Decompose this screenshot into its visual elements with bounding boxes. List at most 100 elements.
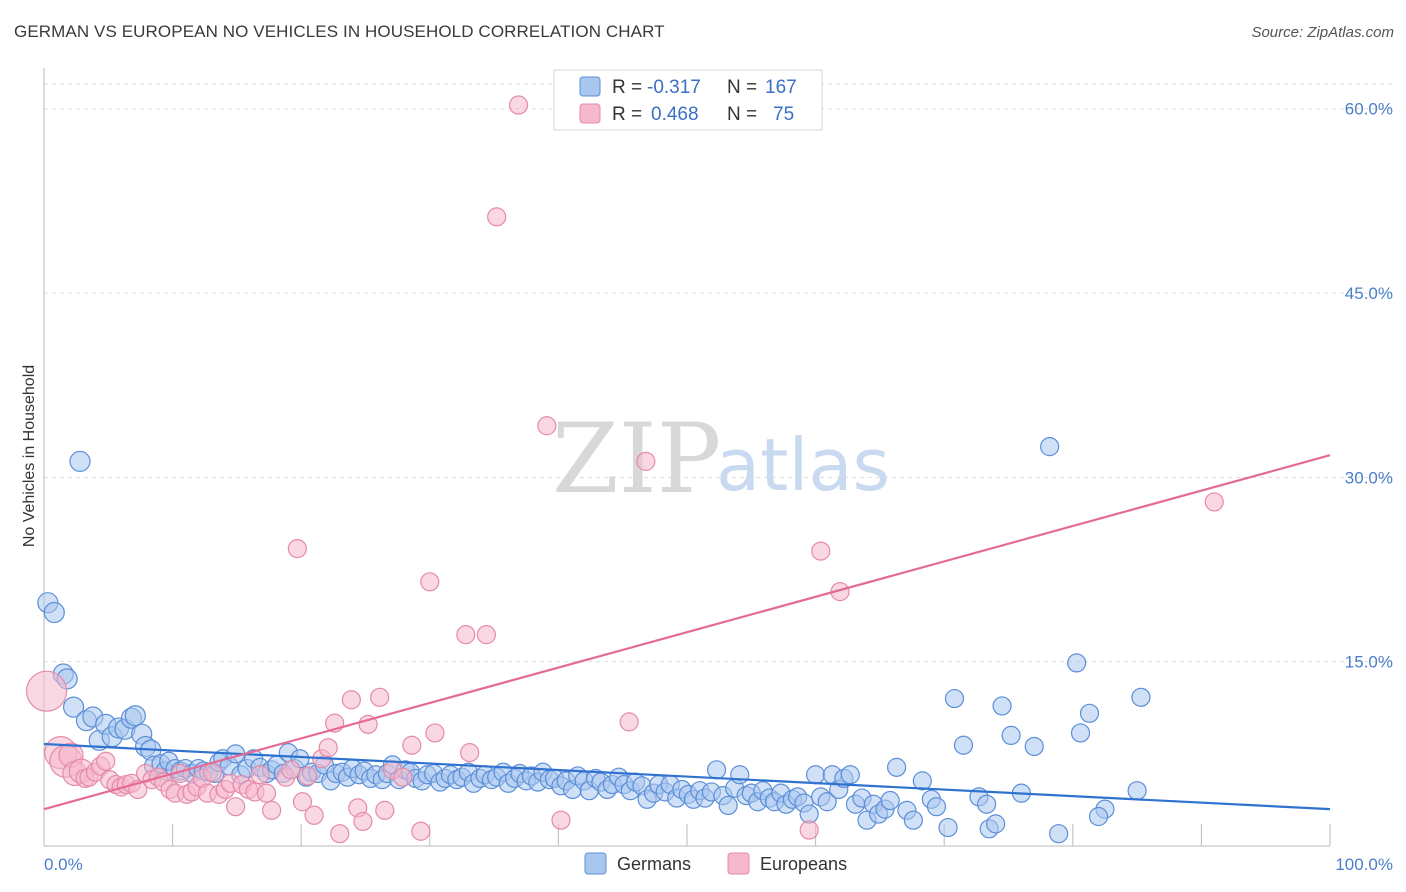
germans-point-14 bbox=[124, 705, 146, 727]
europeans-point-71 bbox=[799, 820, 819, 840]
germans-point-170 bbox=[1131, 687, 1151, 707]
europeans-point-49 bbox=[330, 824, 350, 844]
europeans-point-74 bbox=[1204, 492, 1224, 512]
y-tick-label-0: 15.0% bbox=[1345, 653, 1393, 672]
germans-point-172 bbox=[1127, 781, 1147, 801]
legend-r-value-germans: -0.317 bbox=[647, 77, 701, 98]
europeans-point-62 bbox=[456, 625, 476, 645]
europeans-point-52 bbox=[353, 811, 373, 832]
germans-point-139 bbox=[840, 765, 860, 785]
germans-point-118 bbox=[718, 795, 738, 816]
europeans-point-42 bbox=[287, 539, 307, 559]
watermark-atlas: atlas bbox=[716, 423, 890, 507]
germans-point-166 bbox=[1067, 653, 1087, 673]
chart-title: GERMAN VS EUROPEAN NO VEHICLES IN HOUSEH… bbox=[14, 22, 665, 41]
europeans-point-37 bbox=[250, 765, 270, 785]
watermark: ZIP atlas bbox=[552, 403, 890, 515]
europeans-point-63 bbox=[460, 743, 480, 763]
germans-point-149 bbox=[903, 810, 923, 830]
y-tick-label-3: 60.0% bbox=[1345, 100, 1393, 119]
europeans-point-33 bbox=[226, 797, 246, 817]
germans-point-159 bbox=[977, 794, 997, 814]
europeans-point-47 bbox=[318, 738, 338, 758]
europeans-trend-line bbox=[43, 454, 1331, 811]
bottom-legend-swatch-germans bbox=[584, 852, 607, 875]
europeans-point-64 bbox=[476, 625, 496, 645]
y-tick-labels: 15.0% 30.0% 45.0% 60.0% bbox=[1345, 100, 1393, 672]
trend-lines bbox=[43, 454, 1331, 811]
europeans-point-67 bbox=[537, 416, 557, 436]
x-tick-labels: 0.0% 100.0% bbox=[44, 855, 1393, 874]
europeans-point-72 bbox=[811, 541, 831, 561]
germans-point-167 bbox=[1070, 723, 1091, 743]
series-legend: Germans Europeans bbox=[584, 852, 847, 875]
europeans-point-0 bbox=[25, 670, 68, 712]
x-tick-label-1: 100.0% bbox=[1335, 855, 1393, 874]
germans-trend-line bbox=[43, 742, 1331, 811]
europeans-point-41 bbox=[281, 760, 301, 780]
legend-n-label-germans: N = bbox=[727, 77, 757, 98]
europeans-point-39 bbox=[262, 800, 282, 820]
germans-point-132 bbox=[799, 804, 819, 824]
europeans-point-10 bbox=[96, 751, 116, 771]
germans-point-2 bbox=[69, 450, 91, 472]
germans-point-155 bbox=[953, 735, 974, 755]
germans-point-160 bbox=[992, 696, 1012, 716]
bottom-legend-label-europeans: Europeans bbox=[760, 854, 847, 874]
y-tick-label-1: 30.0% bbox=[1345, 468, 1393, 487]
europeans-point-44 bbox=[298, 766, 318, 786]
legend-n-value-europeans: 75 bbox=[773, 104, 794, 125]
europeans-point-70 bbox=[636, 451, 656, 471]
europeans-point-45 bbox=[304, 805, 324, 825]
europeans-point-38 bbox=[256, 783, 277, 803]
europeans-point-69 bbox=[619, 712, 639, 732]
germans-point-120 bbox=[730, 765, 750, 785]
axes bbox=[43, 68, 1331, 847]
germans-point-161 bbox=[1001, 725, 1021, 746]
y-tick-label-2: 45.0% bbox=[1345, 284, 1393, 303]
europeans-point-68 bbox=[551, 810, 571, 830]
germans-point-158 bbox=[986, 814, 1006, 834]
germans-point-133 bbox=[805, 765, 826, 785]
germans-point-1 bbox=[43, 601, 65, 624]
legend-n-value-germans: 167 bbox=[765, 77, 797, 98]
europeans-point-57 bbox=[393, 767, 413, 787]
europeans-point-29 bbox=[202, 762, 223, 782]
europeans-point-60 bbox=[420, 572, 440, 592]
europeans-point-58 bbox=[402, 735, 422, 755]
germans-point-152 bbox=[926, 797, 947, 817]
legend-r-value-europeans: 0.468 bbox=[651, 104, 699, 125]
germans-point-171 bbox=[1088, 806, 1109, 827]
europeans-point-50 bbox=[341, 690, 361, 710]
europeans-point-55 bbox=[375, 800, 395, 820]
europeans-point-65 bbox=[487, 207, 507, 227]
germans-point-5 bbox=[62, 696, 85, 718]
legend-n-label-europeans: N = bbox=[727, 104, 757, 125]
germans-point-154 bbox=[944, 688, 965, 709]
germans-point-164 bbox=[1040, 437, 1060, 457]
legend-swatch-europeans bbox=[579, 103, 601, 124]
grid-lines bbox=[44, 83, 1395, 663]
europeans-point-66 bbox=[508, 95, 529, 115]
stats-legend: R = -0.317 N = 167 R = 0.468 N = 75 bbox=[553, 69, 823, 131]
chart-source: Source: ZipAtlas.com bbox=[1251, 24, 1394, 41]
y-axis-label: No Vehicles in Household bbox=[21, 365, 38, 547]
germans-point-146 bbox=[880, 790, 900, 811]
germans-point-153 bbox=[938, 817, 958, 838]
series-europeans bbox=[25, 95, 1224, 844]
europeans-point-61 bbox=[425, 723, 445, 743]
germans-point-150 bbox=[912, 771, 932, 791]
bottom-legend-label-germans: Germans bbox=[617, 854, 691, 874]
germans-point-147 bbox=[887, 757, 907, 777]
scatter-points bbox=[25, 95, 1224, 844]
legend-r-label-europeans: R = bbox=[612, 104, 642, 125]
europeans-point-54 bbox=[370, 687, 390, 707]
bottom-legend-swatch-europeans bbox=[727, 852, 750, 875]
europeans-point-59 bbox=[411, 821, 431, 841]
germans-point-116 bbox=[706, 760, 727, 780]
legend-swatch-germans bbox=[579, 76, 601, 97]
x-tick-label-0: 0.0% bbox=[44, 855, 83, 874]
legend-r-label-germans: R = bbox=[612, 77, 642, 98]
europeans-point-43 bbox=[292, 792, 313, 812]
